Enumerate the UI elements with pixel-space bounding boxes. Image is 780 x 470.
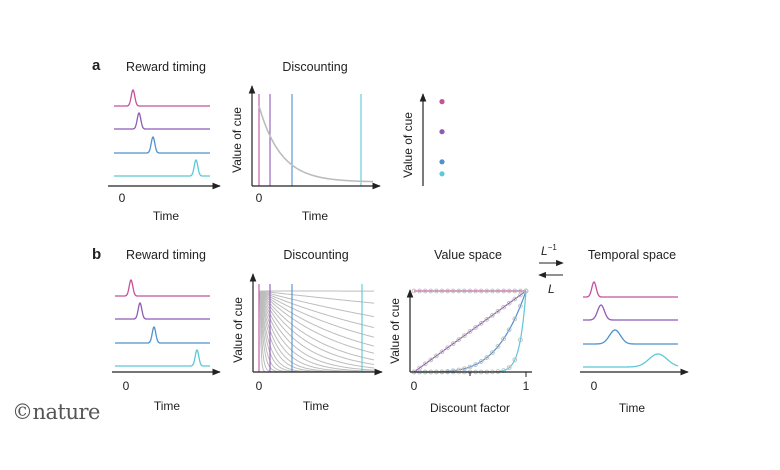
b-temporal-trace-1 [583,281,678,298]
a-reward-trace-4 [114,158,210,177]
laplace-label: L [548,282,555,296]
a-discount-tick-zero: 0 [256,191,263,205]
a-discount-curve [258,105,374,183]
b-temporal-tick-zero: 0 [591,379,598,393]
b-temporal-space-panel: Temporal space 0 Time [580,248,689,415]
b-reward-trace-2 [115,301,210,320]
b-temporal-space-title: Temporal space [588,248,676,262]
nature-logo: ©nature [12,400,100,424]
a-reward-tick-zero: 0 [119,191,126,205]
b-value-space-title: Value space [434,248,502,262]
a-value-ylabel: Value of cue [401,112,415,178]
b-discount-ylabel: Value of cue [231,297,245,363]
a-reward-timing-panel: Reward timing 0 Time [108,60,221,223]
b-temporal-trace-4 [583,353,679,368]
a-value-dot-2 [439,129,445,135]
b-temporal-trace-2 [583,304,678,321]
a-value-dot-1 [439,99,445,105]
a-reward-trace-2 [114,111,210,130]
b-value-space-ylabel: Value of cue [388,298,402,364]
b-value-space-tick-one: 1 [523,379,530,393]
b-value-space-tick-zero: 0 [411,379,418,393]
a-reward-trace-1 [114,88,210,107]
b-discount-curve-family [259,290,375,373]
a-discounting-title: Discounting [282,60,347,74]
panel-b-letter: b [92,246,101,263]
b-reward-xlabel: Time [154,399,181,413]
a-discount-ylabel: Value of cue [230,107,244,173]
b-value-space-series [411,288,529,375]
b-reward-trace-3 [115,325,210,344]
b-discounting-title: Discounting [283,248,348,262]
b-reward-tick-zero: 0 [123,379,130,393]
b-temporal-xlabel: Time [619,401,646,415]
b-value-space-panel: Value space Value of cue 0 1 Discount fa… [388,248,532,415]
b-value-space-xlabel: Discount factor [430,401,510,415]
transform-arrows: L−1 L [538,243,564,296]
b-discounting-panel: Discounting Value of cue 0 Time [231,248,383,413]
a-discounting-panel: Discounting Value of cue 0 Time [230,60,381,223]
b-reward-trace-4 [115,348,210,367]
b-reward-timing-panel: Reward timing 0 Time [112,248,221,413]
a-reward-xlabel: Time [153,209,180,223]
a-value-dot-3 [439,159,445,165]
a-reward-trace-3 [114,135,210,154]
panel-a-letter: a [92,57,101,74]
b-discount-tick-zero: 0 [256,379,263,393]
b-reward-trace-1 [115,278,210,297]
b-discount-xlabel: Time [303,399,330,413]
b-reward-timing-title: Reward timing [126,248,206,262]
b-temporal-trace-3 [583,329,678,345]
a-reward-timing-title: Reward timing [126,60,206,74]
a-value-dot-4 [439,171,445,177]
a-value-panel: Value of cue [401,93,445,186]
a-discount-xlabel: Time [302,209,329,223]
inverse-laplace-label: L−1 [541,243,557,258]
